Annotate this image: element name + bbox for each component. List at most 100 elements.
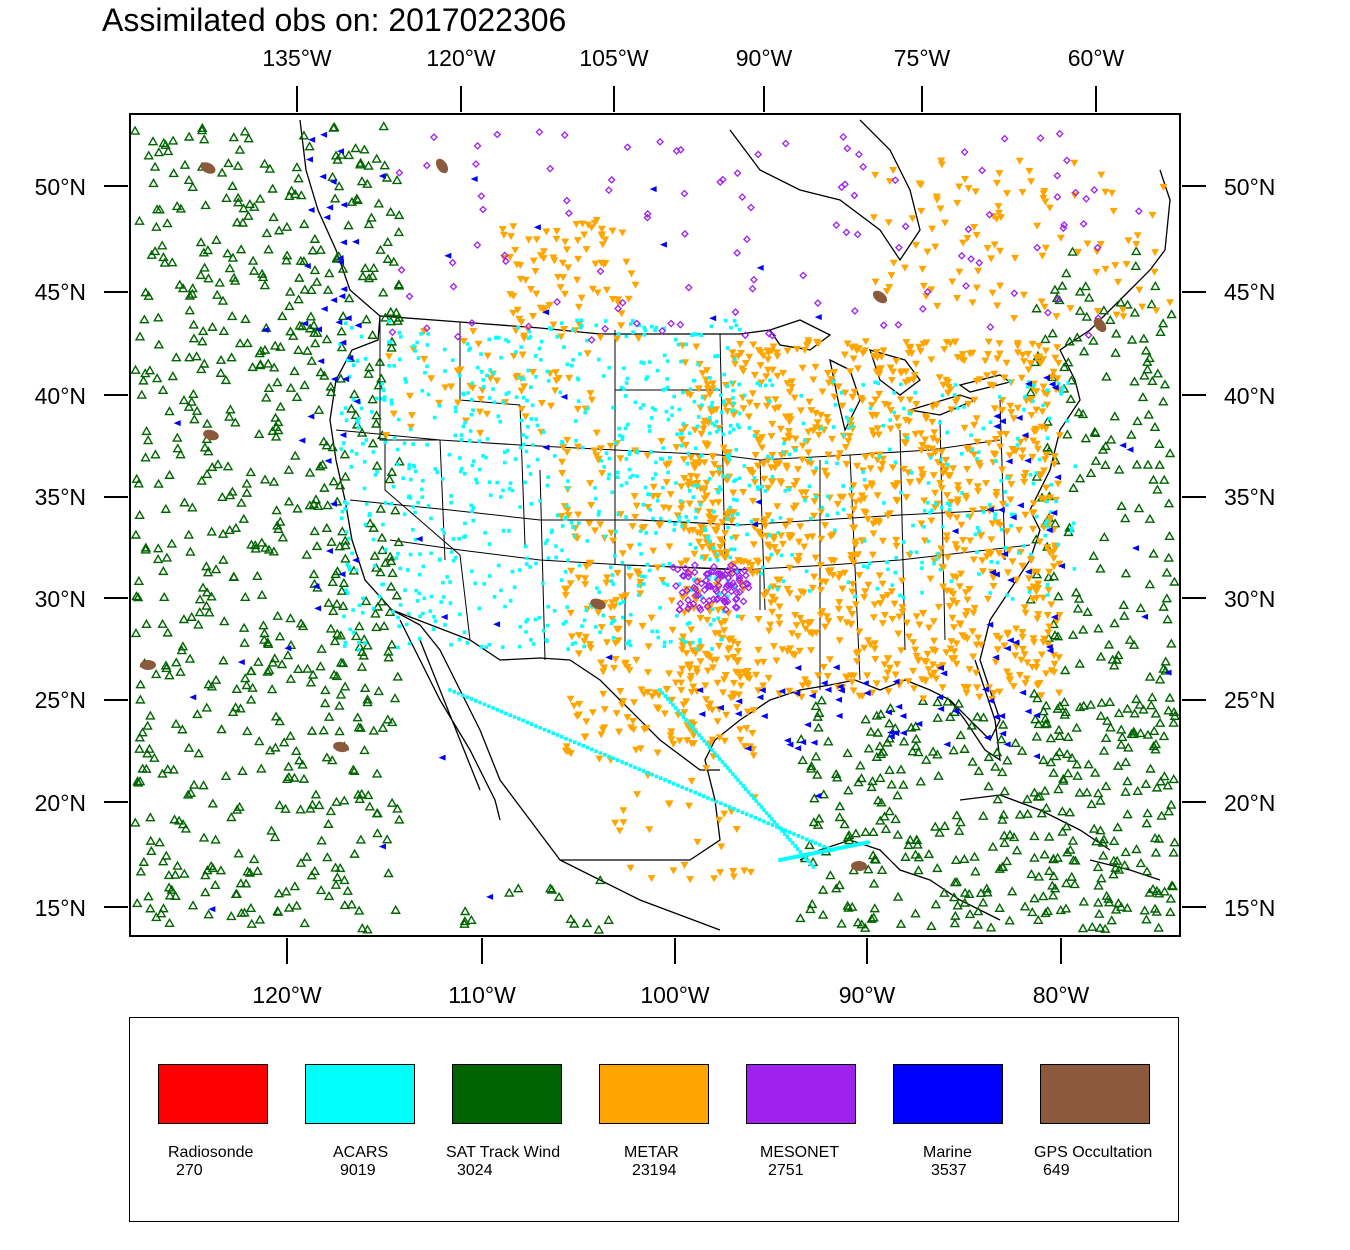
acars-marker (418, 614, 422, 619)
acars-marker (945, 430, 949, 435)
acars-marker (463, 472, 467, 476)
mesonet-marker (562, 196, 571, 205)
marine-marker (440, 613, 448, 620)
metar-marker (1043, 544, 1052, 552)
metar-marker (848, 425, 857, 433)
metar-marker (574, 574, 583, 582)
metar-marker (842, 619, 851, 627)
acars-marker (622, 366, 626, 371)
metar-marker (749, 707, 758, 715)
sat-wind-marker (895, 764, 907, 774)
sat-wind-marker (297, 620, 309, 631)
acars-marker (624, 334, 629, 339)
metar-marker (743, 708, 752, 716)
acars-marker (415, 340, 419, 345)
metar-marker (598, 469, 607, 477)
lat-label-right: 50°N (1224, 174, 1275, 200)
acars-marker (637, 542, 642, 547)
metar-marker (741, 360, 750, 368)
sat-wind-marker (1111, 654, 1122, 664)
marine-marker (1164, 669, 1172, 676)
axis-ticks (104, 86, 1206, 964)
acars-marker (346, 358, 350, 363)
sat-wind-marker (197, 122, 208, 133)
mesonet-marker (742, 571, 750, 580)
acars-marker (955, 406, 960, 410)
sat-wind-marker (362, 694, 373, 704)
metar-marker (708, 385, 717, 393)
acars-marker (1073, 464, 1078, 469)
mesonet-marker (675, 605, 684, 614)
metar-marker (901, 368, 910, 376)
marine-marker (354, 322, 362, 329)
acars-marker (611, 405, 615, 410)
metar-marker (513, 306, 522, 314)
acars-marker (1034, 471, 1039, 475)
metar-marker (933, 437, 942, 445)
metar-marker (739, 489, 748, 497)
mesonet-marker (679, 572, 688, 580)
acars-marker (347, 565, 351, 569)
metar-marker (870, 601, 879, 609)
metar-marker (574, 303, 583, 311)
metar-marker (574, 650, 583, 658)
marine-marker (981, 686, 989, 693)
sat-wind-marker (130, 817, 141, 827)
metar-marker (804, 449, 813, 457)
metar-marker (911, 646, 920, 654)
sat-wind-marker (363, 368, 374, 378)
acars-marker (421, 564, 426, 569)
metar-marker (752, 402, 761, 410)
sat-wind-marker (369, 550, 381, 560)
acars-marker (662, 644, 667, 649)
metar-marker (991, 658, 1000, 666)
acars-marker (533, 354, 538, 358)
sat-wind-marker (318, 725, 329, 735)
acars-marker (708, 431, 712, 436)
metar-marker (762, 373, 771, 381)
metar-marker (1034, 585, 1043, 593)
sat-wind-marker (336, 342, 348, 352)
sat-wind-marker (1074, 286, 1086, 296)
mesonet-marker (596, 267, 605, 276)
metar-marker (791, 502, 800, 510)
sat-wind-marker (1074, 787, 1085, 797)
sat-wind-marker (906, 722, 917, 732)
metar-marker (586, 480, 595, 488)
acars-marker (925, 500, 930, 505)
metar-marker (763, 347, 772, 355)
sat-wind-marker (153, 147, 165, 157)
sat-wind-marker (143, 891, 154, 901)
metar-marker (871, 518, 880, 526)
metar-marker (994, 203, 1003, 211)
sat-wind-marker (1135, 602, 1146, 613)
marine-marker (892, 730, 900, 737)
metar-marker (1039, 383, 1048, 391)
acars-marker (661, 446, 666, 450)
acars-marker (753, 816, 758, 820)
sat-wind-marker (382, 714, 393, 724)
sat-wind-marker (210, 879, 221, 890)
metar-marker (1026, 556, 1035, 564)
sat-wind-marker (281, 221, 293, 231)
lat-label-right: 40°N (1224, 383, 1275, 409)
acars-marker (528, 385, 533, 389)
metar-marker (1041, 456, 1050, 464)
acars-marker (653, 328, 657, 333)
acars-marker (344, 418, 349, 422)
metar-marker (663, 685, 672, 693)
sat-wind-marker (230, 702, 241, 712)
acars-marker (611, 582, 615, 586)
metar-marker (483, 352, 492, 360)
sat-wind-marker (359, 682, 371, 693)
acars-marker (351, 608, 355, 612)
sat-wind-marker (389, 693, 401, 703)
metar-marker (751, 452, 760, 460)
metar-marker (804, 620, 813, 628)
acars-marker (478, 700, 482, 705)
sat-wind-marker (146, 845, 157, 856)
metar-marker (989, 582, 998, 590)
metar-marker (757, 379, 766, 387)
metar-marker (1006, 496, 1015, 504)
legend-count: 9019 (340, 1162, 376, 1179)
